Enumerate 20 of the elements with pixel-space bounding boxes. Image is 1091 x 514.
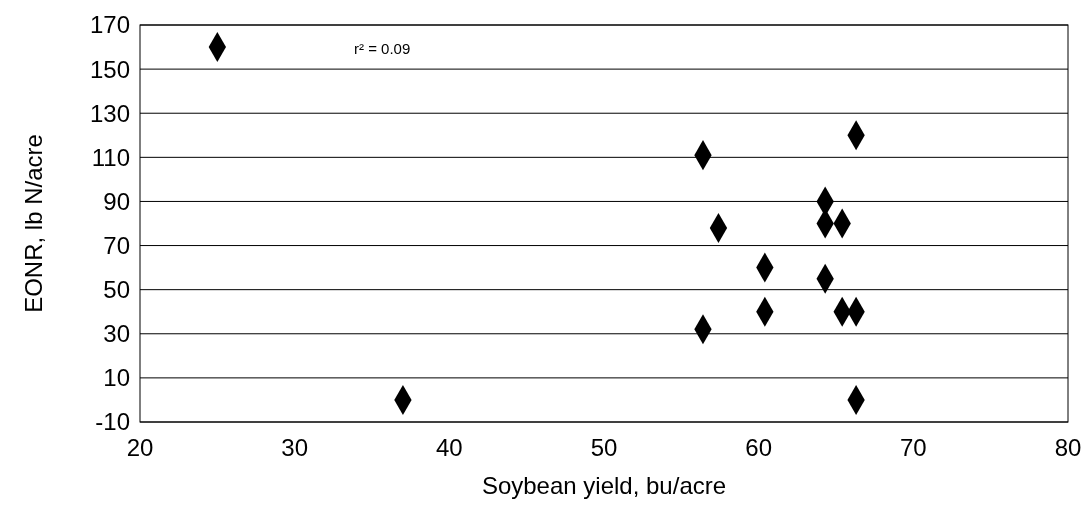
- x-tick-label: 50: [590, 434, 618, 461]
- y-tick-label: 150: [89, 55, 130, 83]
- y-tick-label: 30: [103, 320, 130, 348]
- y-tick-label: 90: [103, 187, 130, 215]
- y-tick-label: -10: [95, 408, 130, 436]
- y-axis-title: EONR, lb N/acre: [20, 134, 47, 313]
- x-tick-label: 40: [435, 434, 463, 461]
- y-tick-label: 130: [89, 99, 130, 127]
- y-tick-label: 50: [103, 276, 130, 304]
- y-tick-label: 110: [91, 143, 130, 171]
- x-tick-label: 70: [899, 434, 927, 461]
- x-tick-label: 80: [1054, 434, 1082, 461]
- y-tick-label: 70: [103, 231, 130, 259]
- x-tick-label: 60: [745, 434, 773, 461]
- x-axis-title: Soybean yield, bu/acre: [481, 472, 727, 499]
- y-tick-label: 10: [103, 364, 130, 392]
- y-tick-label: 170: [89, 11, 130, 39]
- x-tick-label: 20: [126, 434, 154, 461]
- x-tick-label: 30: [281, 434, 309, 461]
- annotation: r² = 0.09: [354, 40, 411, 57]
